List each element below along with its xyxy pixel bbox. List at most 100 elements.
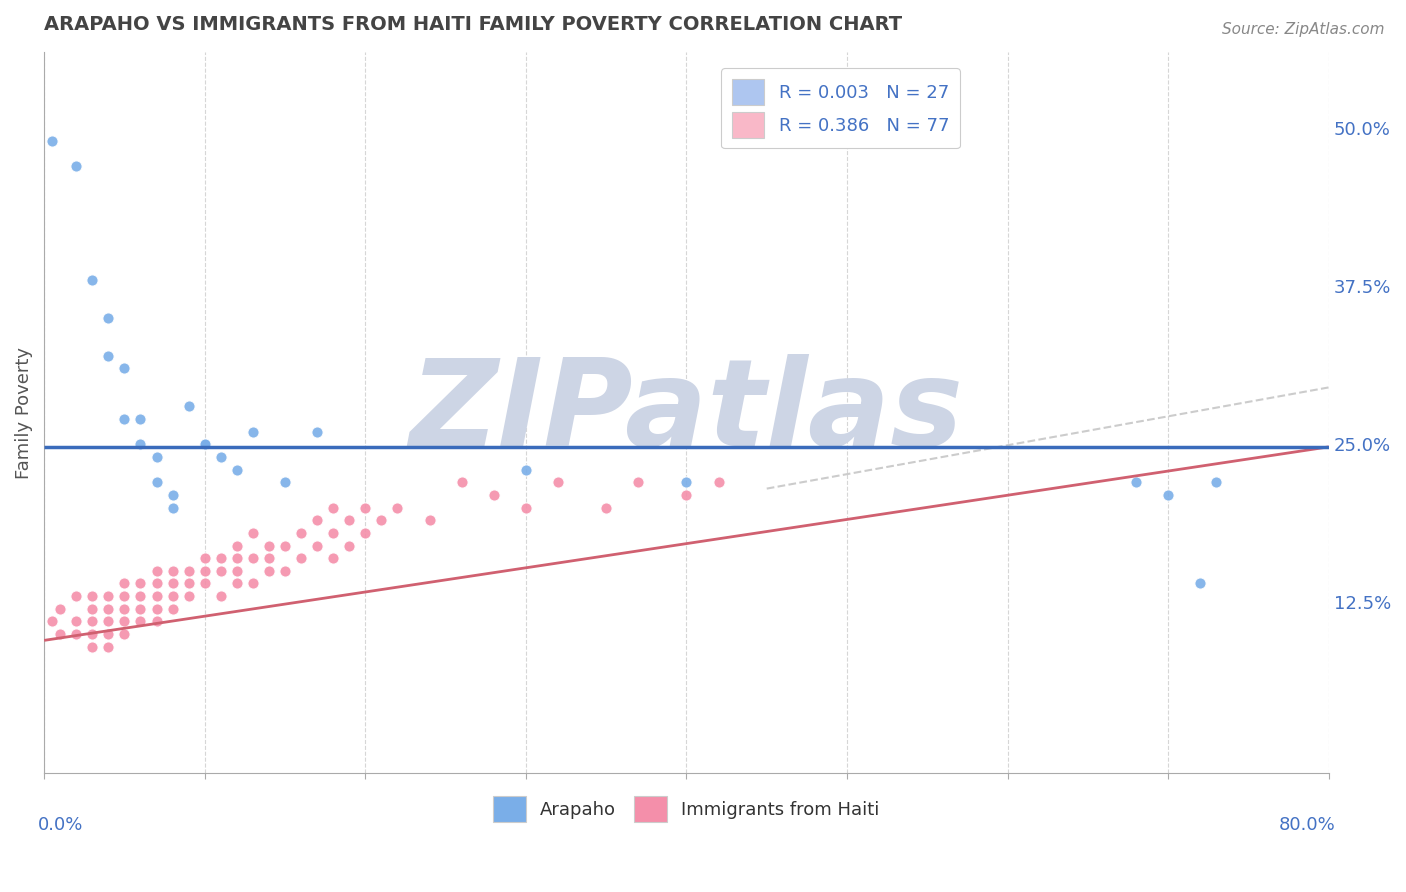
Point <box>97 349 120 363</box>
Point <box>387 500 409 515</box>
Text: ARAPAHO VS IMMIGRANTS FROM HAITI FAMILY POVERTY CORRELATION CHART: ARAPAHO VS IMMIGRANTS FROM HAITI FAMILY … <box>44 15 903 34</box>
Point <box>675 475 697 490</box>
Point <box>225 564 247 578</box>
Point <box>209 589 232 603</box>
Point <box>322 551 344 566</box>
Point <box>257 564 280 578</box>
Legend: Arapaho, Immigrants from Haiti: Arapaho, Immigrants from Haiti <box>486 789 887 829</box>
Point <box>177 564 200 578</box>
Point <box>112 627 135 641</box>
Point <box>82 273 104 287</box>
Point <box>82 640 104 654</box>
Point <box>370 513 392 527</box>
Point <box>337 513 360 527</box>
Point <box>177 400 200 414</box>
Point <box>129 615 152 629</box>
Point <box>450 475 472 490</box>
Point <box>112 615 135 629</box>
Point <box>595 500 617 515</box>
Point <box>145 615 167 629</box>
Point <box>82 615 104 629</box>
Point <box>129 576 152 591</box>
Point <box>307 513 329 527</box>
Point <box>97 627 120 641</box>
Point <box>675 488 697 502</box>
Point <box>322 525 344 540</box>
Point <box>162 589 184 603</box>
Point <box>257 551 280 566</box>
Point <box>129 589 152 603</box>
Point <box>162 601 184 615</box>
Point <box>1189 576 1212 591</box>
Point <box>257 539 280 553</box>
Point <box>354 525 377 540</box>
Point <box>162 500 184 515</box>
Point <box>225 551 247 566</box>
Point <box>515 500 537 515</box>
Point <box>194 551 217 566</box>
Point <box>707 475 730 490</box>
Point <box>322 500 344 515</box>
Point <box>49 627 72 641</box>
Point <box>177 576 200 591</box>
Point <box>242 576 264 591</box>
Point <box>97 310 120 325</box>
Point <box>547 475 569 490</box>
Point <box>307 425 329 439</box>
Text: ZIPatlas: ZIPatlas <box>409 354 963 471</box>
Point <box>274 475 297 490</box>
Point <box>242 425 264 439</box>
Text: 80.0%: 80.0% <box>1278 816 1336 834</box>
Point <box>129 412 152 426</box>
Point <box>145 450 167 464</box>
Point <box>274 539 297 553</box>
Point <box>162 488 184 502</box>
Point <box>145 589 167 603</box>
Point <box>112 361 135 376</box>
Point <box>49 601 72 615</box>
Point <box>145 576 167 591</box>
Text: 0.0%: 0.0% <box>38 816 83 834</box>
Point <box>307 539 329 553</box>
Point <box>515 462 537 476</box>
Point <box>209 564 232 578</box>
Point <box>112 601 135 615</box>
Point <box>82 601 104 615</box>
Point <box>482 488 505 502</box>
Point <box>65 159 87 173</box>
Point <box>82 627 104 641</box>
Point <box>337 539 360 553</box>
Point <box>41 134 63 148</box>
Point <box>65 627 87 641</box>
Point <box>194 564 217 578</box>
Point <box>129 437 152 451</box>
Point <box>194 437 217 451</box>
Point <box>97 589 120 603</box>
Point <box>145 475 167 490</box>
Point <box>1157 488 1180 502</box>
Point <box>41 615 63 629</box>
Point <box>97 615 120 629</box>
Point <box>242 525 264 540</box>
Point <box>97 640 120 654</box>
Point <box>418 513 440 527</box>
Point <box>209 551 232 566</box>
Point <box>290 525 312 540</box>
Point <box>112 589 135 603</box>
Point <box>194 576 217 591</box>
Point <box>145 601 167 615</box>
Point <box>209 450 232 464</box>
Point <box>145 564 167 578</box>
Point <box>225 539 247 553</box>
Y-axis label: Family Poverty: Family Poverty <box>15 347 32 479</box>
Point <box>112 576 135 591</box>
Point <box>65 615 87 629</box>
Point <box>97 601 120 615</box>
Point <box>129 601 152 615</box>
Point <box>274 564 297 578</box>
Point <box>112 412 135 426</box>
Point <box>194 437 217 451</box>
Text: Source: ZipAtlas.com: Source: ZipAtlas.com <box>1222 22 1385 37</box>
Point <box>162 576 184 591</box>
Point <box>1125 475 1147 490</box>
